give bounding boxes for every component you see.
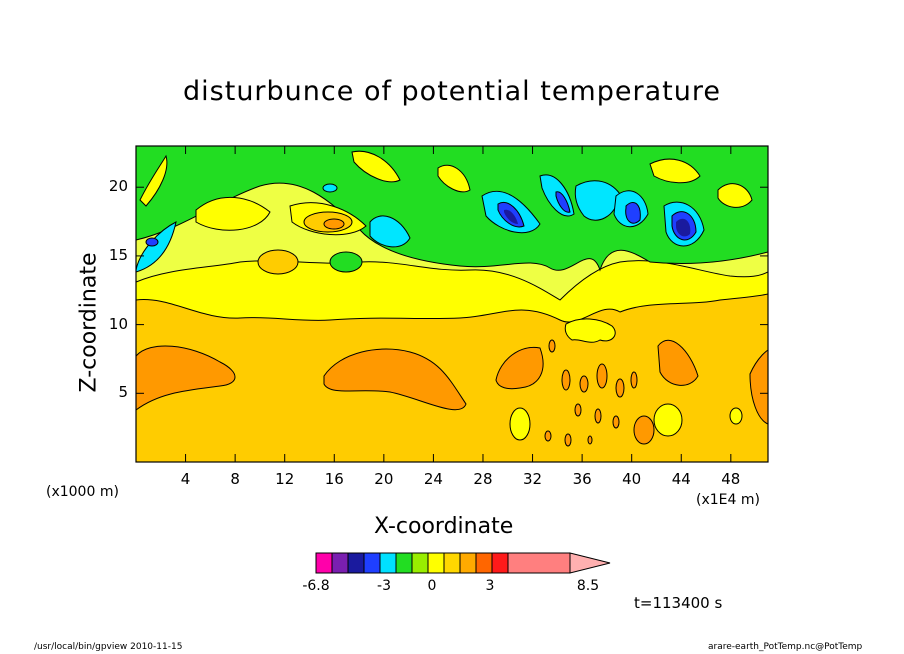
x-tick-label: 28 (473, 470, 493, 488)
footer-right: arare-earth_PotTemp.nc@PotTemp (708, 642, 863, 652)
colorbar-swatch (411, 552, 429, 574)
footer-left: /usr/local/bin/gpview 2010-11-15 (34, 642, 183, 652)
colorbar-swatch (315, 552, 333, 574)
y-tick-marks (136, 186, 768, 394)
colorbar-swatch (443, 552, 461, 574)
colorbar-label: 0 (427, 578, 437, 594)
colorbar-swatch (363, 552, 381, 574)
chart-title: disturbunce of potential temperature (183, 76, 721, 107)
x-tick-marks (185, 146, 732, 462)
x-unit-right: (x1E4 m) (696, 492, 760, 508)
y-tick-label: 10 (108, 314, 128, 333)
x-tick-label: 24 (423, 470, 443, 488)
band-orange (136, 345, 236, 411)
x-tick-label: 16 (324, 470, 344, 488)
colorbar-label: 8.5 (576, 578, 600, 594)
x-tick-label: 36 (572, 470, 592, 488)
contour-field (136, 146, 768, 462)
x-axis-label: X-coordinate (374, 514, 514, 539)
x-tick-label: 20 (374, 470, 394, 488)
time-label: t=113400 s (634, 594, 723, 612)
colorbar-label: -6.8 (302, 578, 330, 594)
colorbar-swatch (459, 552, 477, 574)
colorbar-swatch (395, 552, 413, 574)
plot-frame (135, 145, 769, 463)
y-axis-label: Z-coordinate (76, 252, 102, 393)
band-green (136, 146, 768, 272)
x-tick-label: 8 (230, 470, 240, 488)
x-tick-label: 12 (275, 470, 295, 488)
x-unit-note: (x1000 m) (46, 484, 119, 500)
colorbar-swatch (347, 552, 365, 574)
colorbar (315, 552, 611, 574)
colorbar-swatch (427, 552, 445, 574)
colorbar-label: 3 (485, 578, 495, 594)
x-tick-label: 4 (180, 470, 191, 488)
x-tick-label: 48 (721, 470, 741, 488)
y-tick-label: 20 (108, 177, 128, 196)
colorbar-swatch (379, 552, 397, 574)
colorbar-extend-arrow (569, 552, 611, 574)
colorbar-swatch (507, 552, 571, 574)
y-tick-label: 15 (108, 245, 128, 264)
y-tick-label: 5 (118, 383, 128, 402)
colorbar-swatch (491, 552, 509, 574)
x-tick-label: 40 (622, 470, 642, 488)
colorbar-label: -3 (377, 578, 391, 594)
x-tick-label: 44 (671, 470, 691, 488)
x-tick-label: 32 (523, 470, 543, 488)
colorbar-swatch (331, 552, 349, 574)
colorbar-swatch (475, 552, 493, 574)
